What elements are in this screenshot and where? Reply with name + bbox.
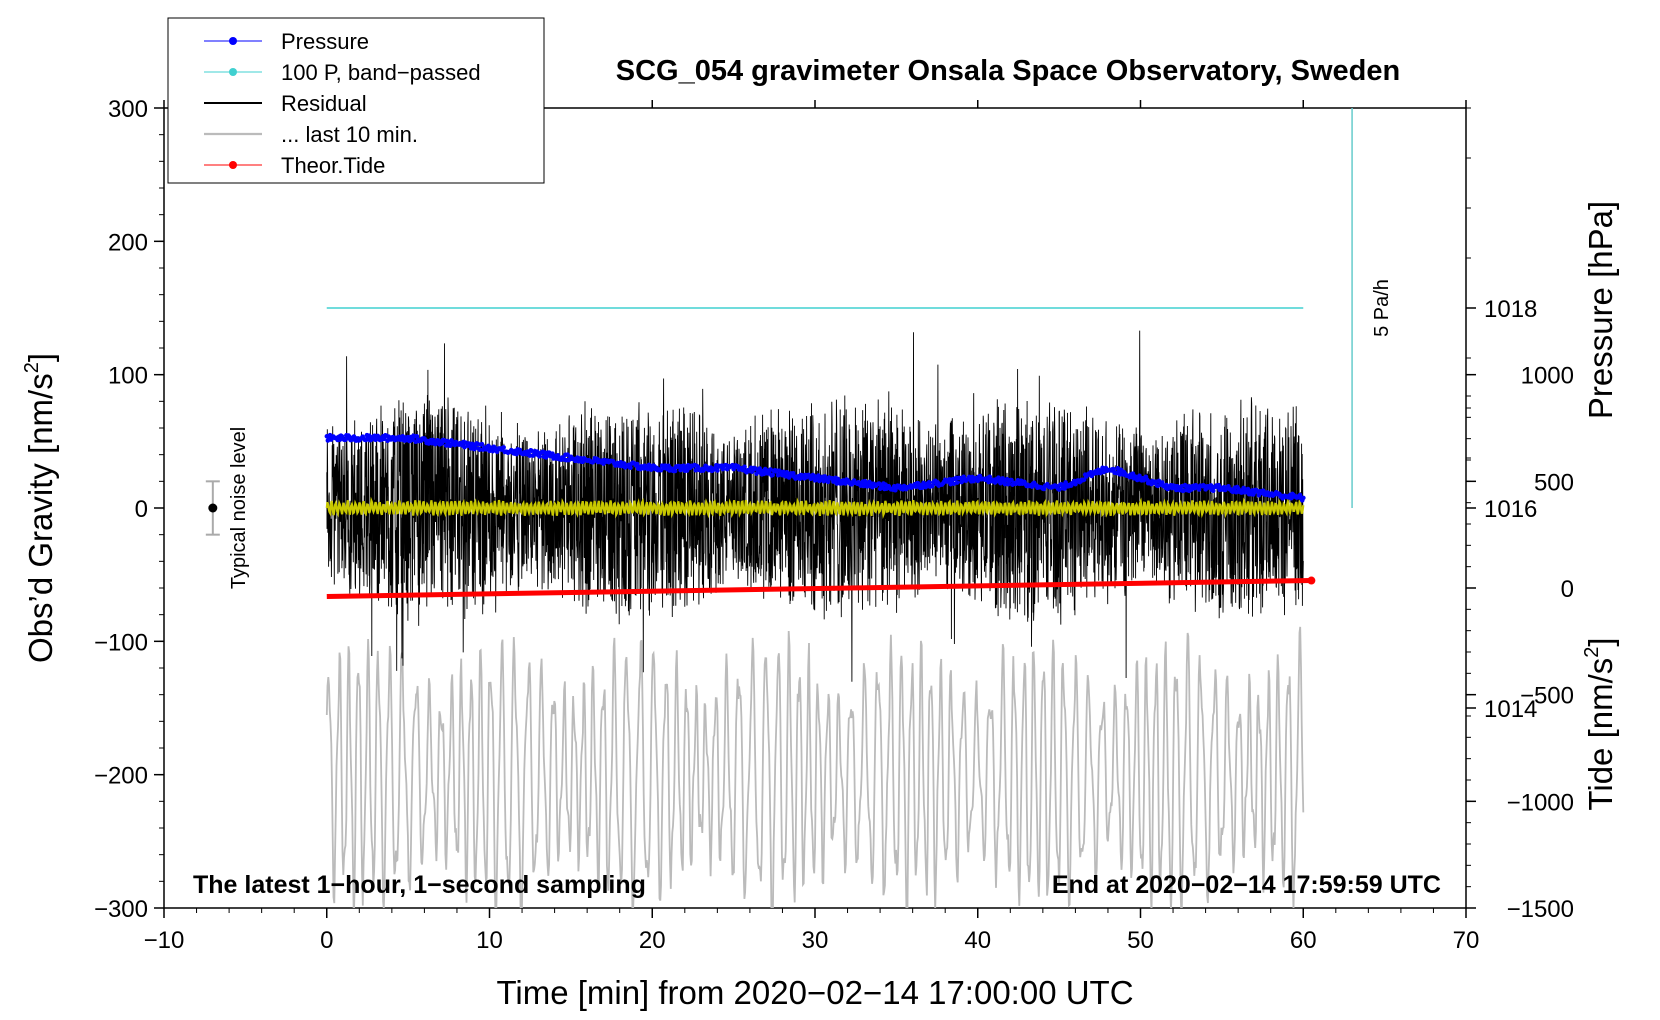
last-10-min-line xyxy=(325,626,1305,908)
chart-title: SCG_054 gravimeter Onsala Space Observat… xyxy=(616,55,1400,87)
x-tick-label: 40 xyxy=(964,927,991,954)
legend-label: ... last 10 min. xyxy=(281,122,418,147)
annotation-right: End at 2020−02−14 17:59:59 UTC xyxy=(1052,871,1441,899)
legend-label: Residual xyxy=(281,91,367,116)
y-tick-label: −100 xyxy=(94,629,148,656)
pressure-dots xyxy=(324,432,1306,503)
y-tick-label: 300 xyxy=(108,96,148,123)
x-tick-label: 20 xyxy=(639,927,666,954)
x-tick-label: 0 xyxy=(320,927,333,954)
scale-bar-label: 5 Pa/h xyxy=(1371,279,1393,337)
legend-marker xyxy=(229,161,237,169)
noise-indicator xyxy=(205,480,220,536)
legend-marker xyxy=(229,37,237,45)
pressure-tick-label: 1018 xyxy=(1484,296,1537,323)
tide-tick-label: 1000 xyxy=(1521,363,1574,390)
tide-tick-label: −500 xyxy=(1520,683,1574,710)
y-axis-label-end: ] xyxy=(22,353,59,362)
y-tick-label: −300 xyxy=(94,896,148,923)
pressure-tick-label: 1016 xyxy=(1484,496,1537,523)
tide-tick-label: 500 xyxy=(1534,469,1574,496)
legend-marker xyxy=(229,68,237,76)
bandpassed-residual-line xyxy=(325,496,1305,520)
theoretical-tide-line xyxy=(326,578,1312,599)
tide-axis-label-end: ] xyxy=(1582,637,1619,646)
legend: Pressure 100 P, band−passed Residual ... la… xyxy=(167,17,545,184)
y-axis-label-main: Obs’d Gravity [nm/s xyxy=(22,373,59,663)
x-tick-label: 60 xyxy=(1290,927,1317,954)
tide-axis-label-main: Tide [nm/s xyxy=(1582,658,1619,811)
legend-label: Pressure xyxy=(281,29,369,54)
tide-axis-label-sup: 2 xyxy=(1581,647,1603,658)
y-tick-label: −200 xyxy=(94,763,148,790)
annotation-left: The latest 1−hour, 1−second sampling xyxy=(193,871,646,899)
x-tick-label: 70 xyxy=(1453,927,1480,954)
x-tick-label: 30 xyxy=(802,927,829,954)
pressure-tick-label: 1014 xyxy=(1484,696,1537,723)
theoretical-tide-end-point xyxy=(1307,576,1316,585)
y-axis-label: Obs’d Gravity [nm/s2] xyxy=(21,353,59,663)
tide-axis-label: Tide [nm/s2] xyxy=(1581,637,1619,810)
x-tick-label: −10 xyxy=(144,927,185,954)
legend-box xyxy=(167,17,545,184)
y-tick-label: 200 xyxy=(108,229,148,256)
residual-line xyxy=(326,330,1304,682)
tide-tick-label: 0 xyxy=(1561,576,1574,603)
y-axis-label-sup: 2 xyxy=(21,362,43,373)
tide-tick-label: −1500 xyxy=(1507,896,1574,923)
x-tick-label: 10 xyxy=(476,927,503,954)
x-axis-label: Time [min] from 2020−02−14 17:00:00 UTC xyxy=(496,974,1133,1011)
plot-area xyxy=(324,307,1316,908)
axis-ticks: −10 0 10 20 30 40 50 60 703002001000−100−200−300… xyxy=(94,96,1574,954)
legend-label: 100 P, band−passed xyxy=(281,60,481,85)
legend-label: Theor.Tide xyxy=(281,153,385,178)
y-tick-label: 0 xyxy=(135,496,148,523)
x-tick-label: 50 xyxy=(1127,927,1154,954)
noise-center-point xyxy=(208,503,218,513)
noise-label: Typical noise level xyxy=(228,427,250,589)
tide-tick-label: −1000 xyxy=(1507,789,1574,816)
pressure-axis-label: Pressure [hPa] xyxy=(1582,201,1619,419)
y-tick-label: 100 xyxy=(108,363,148,390)
